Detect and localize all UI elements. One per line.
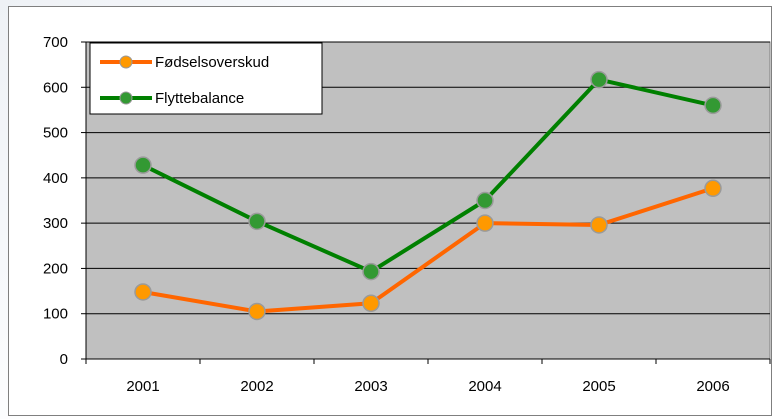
y-tick-label: 700 bbox=[43, 34, 68, 51]
x-tick-label: 2004 bbox=[468, 378, 501, 395]
x-axis-tick-labels: 2001 2002 2003 2004 2005 2006 bbox=[85, 359, 771, 395]
x-tick-label: 2005 bbox=[582, 378, 615, 395]
legend-label-series-1: Fødselsoverskud bbox=[155, 54, 269, 71]
data-point bbox=[134, 156, 152, 174]
data-point bbox=[248, 212, 266, 231]
data-point bbox=[476, 214, 494, 232]
y-tick-label: 600 bbox=[43, 79, 68, 96]
data-point bbox=[362, 262, 380, 281]
x-tick-label: 2006 bbox=[696, 378, 729, 395]
y-tick-label: 400 bbox=[43, 170, 68, 187]
y-tick-label: 200 bbox=[43, 260, 68, 277]
x-tick-label: 2001 bbox=[126, 378, 159, 395]
legend-marker-series-2 bbox=[119, 91, 133, 105]
y-tick-label: 100 bbox=[43, 306, 68, 323]
series-group bbox=[134, 70, 722, 321]
data-point bbox=[476, 191, 494, 210]
data-point bbox=[248, 302, 266, 321]
series-line bbox=[142, 77, 714, 274]
y-tick-label: 0 bbox=[60, 351, 68, 368]
legend-label-series-2: Flyttebalance bbox=[155, 90, 244, 107]
y-axis-tick-labels: 0 100 200 300 400 500 600 700 bbox=[43, 34, 86, 368]
data-point bbox=[362, 294, 380, 313]
data-point bbox=[590, 70, 608, 89]
data-point bbox=[704, 96, 722, 115]
series-2 bbox=[134, 70, 722, 281]
data-point bbox=[590, 216, 608, 234]
y-tick-label: 500 bbox=[43, 125, 68, 142]
y-tick-label: 300 bbox=[43, 215, 68, 232]
x-tick-label: 2002 bbox=[240, 378, 273, 395]
series-1 bbox=[134, 179, 722, 321]
gridlines bbox=[86, 41, 770, 315]
data-point bbox=[704, 179, 722, 198]
data-point bbox=[134, 283, 152, 301]
series-line bbox=[142, 186, 714, 314]
x-tick-label: 2003 bbox=[354, 378, 387, 395]
legend-marker-series-1 bbox=[119, 55, 133, 69]
legend: Fødselsoverskud Flyttebalance bbox=[89, 42, 323, 115]
